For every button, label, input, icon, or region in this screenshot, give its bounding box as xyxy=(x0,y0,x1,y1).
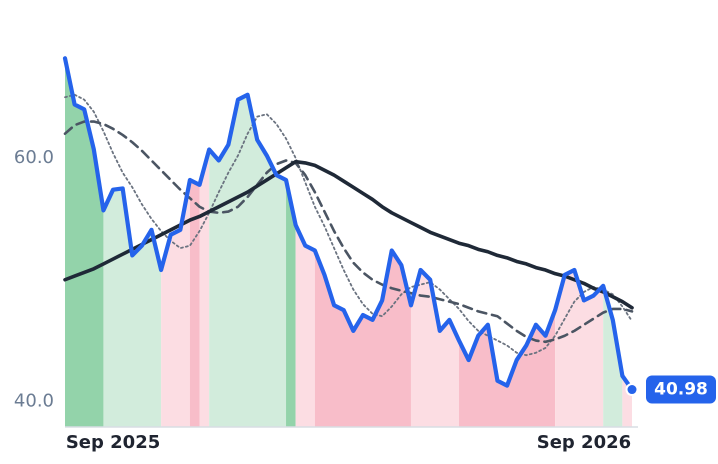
shaded-area xyxy=(410,270,460,427)
shaded-area xyxy=(189,179,200,427)
y-tick-label: 40.0 xyxy=(14,390,54,411)
shaded-area xyxy=(161,179,190,427)
x-tick-label: Sep 2025 xyxy=(66,432,160,453)
shaded-area xyxy=(199,149,210,427)
line xyxy=(63,120,634,344)
shaded-area xyxy=(286,179,296,427)
shaded-area xyxy=(555,270,604,427)
shaded-area xyxy=(603,285,623,427)
shaded-area xyxy=(103,188,162,427)
last-point xyxy=(625,383,639,397)
y-tick-label: 60.0 xyxy=(14,147,54,168)
shaded-area xyxy=(295,224,315,427)
value-badge xyxy=(646,375,716,404)
line xyxy=(63,159,634,310)
x-tick-label: Sep 2026 xyxy=(537,432,631,453)
line xyxy=(62,56,635,392)
line xyxy=(64,93,633,357)
value-label: 40.98 xyxy=(654,380,708,400)
shaded-area xyxy=(209,94,287,427)
shaded-area xyxy=(314,250,411,427)
